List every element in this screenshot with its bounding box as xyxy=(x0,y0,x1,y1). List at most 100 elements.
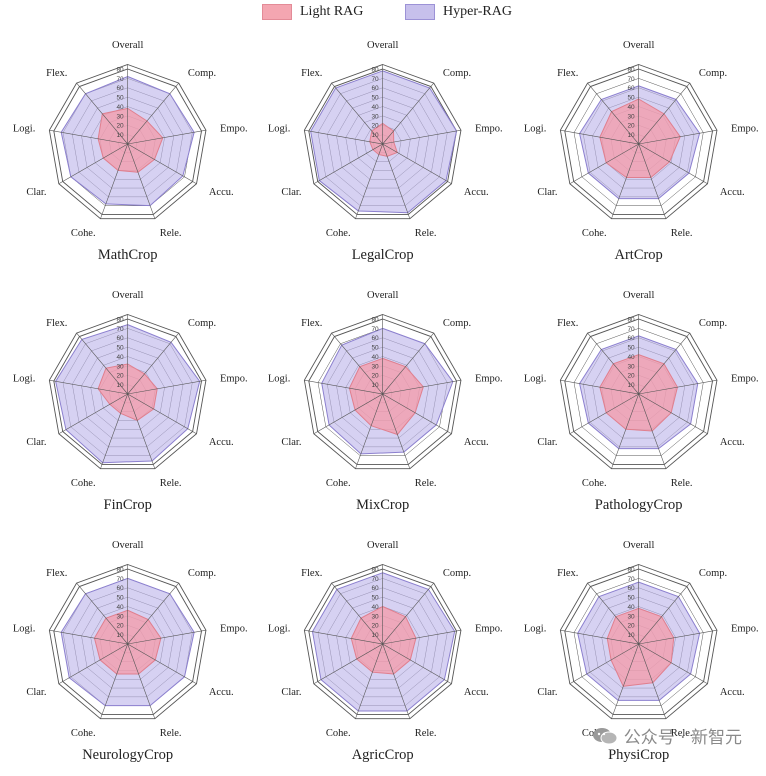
spoke-clar xyxy=(569,143,639,185)
spoke-accu xyxy=(127,143,197,185)
spoke-cohe xyxy=(100,393,128,469)
radar-chart-mathcrop: 10 20 30 40 50 60 70 80 Overall Comp. Empo. Accu. Re… xyxy=(13,40,248,263)
axis-label-rele: Rele. xyxy=(415,228,437,239)
tick-label-10: 10 xyxy=(372,632,380,639)
axis-label-comp: Comp. xyxy=(188,68,216,79)
tick-label-60: 60 xyxy=(627,585,635,592)
axis-label-rele: Rele. xyxy=(160,478,182,489)
spoke-rele xyxy=(127,393,156,469)
spoke-rele xyxy=(638,143,666,219)
tick-label-50: 50 xyxy=(627,95,635,102)
tick-label-20: 20 xyxy=(372,623,380,630)
axis-label-logi: Logi. xyxy=(13,624,35,635)
grid-ring-80 xyxy=(308,568,458,715)
axis-label-comp: Comp. xyxy=(188,568,216,579)
tick-label-70: 70 xyxy=(627,76,635,83)
tick-label-50: 50 xyxy=(627,595,635,602)
spoke-cohe xyxy=(100,143,128,219)
axis-label-cohe: Cohe. xyxy=(326,728,351,739)
chart-title: LegalCrop xyxy=(352,247,414,263)
tick-label-30: 30 xyxy=(116,113,124,120)
axis-label-rele: Rele. xyxy=(415,728,437,739)
tick-label-70: 70 xyxy=(372,326,380,333)
spoke-clar xyxy=(58,643,128,685)
axis-label-logi: Logi. xyxy=(268,624,290,635)
radar-chart-physicrop: 10 20 30 40 50 60 70 80 Overall Comp. Empo. Accu. Re… xyxy=(524,540,759,763)
axis-label-logi: Logi. xyxy=(13,124,35,135)
chart-title: AgricCrop xyxy=(352,747,414,763)
spoke-flex xyxy=(331,582,384,645)
axis-label-empo: Empo. xyxy=(220,124,248,135)
spoke-empo xyxy=(382,629,462,645)
axis-label-empo: Empo. xyxy=(731,624,759,635)
radar-chart-agriccrop: 10 20 30 40 50 60 70 80 Overall Comp. Empo. Accu. Re… xyxy=(268,540,503,763)
spoke-cohe xyxy=(355,643,384,719)
axis-label-accu: Accu. xyxy=(209,687,234,698)
radar-chart-grid: 10 20 30 40 50 60 70 80 Overall Comp. Empo. Accu. Re… xyxy=(0,26,766,766)
axis-label-empo: Empo. xyxy=(220,624,248,635)
outer-frame xyxy=(48,64,207,220)
spoke-clar xyxy=(313,393,384,435)
tick-label-10: 10 xyxy=(116,382,124,389)
spoke-comp xyxy=(382,82,435,145)
spoke-flex xyxy=(586,582,639,645)
spoke-accu xyxy=(382,643,452,685)
legend-label-hyper-rag: Hyper-RAG xyxy=(443,4,512,19)
spoke-clar xyxy=(58,393,128,435)
axis-label-clar: Clar. xyxy=(537,437,557,448)
grid-ring-80 xyxy=(53,568,202,715)
spoke-rele xyxy=(382,643,411,719)
spoke-rele xyxy=(127,143,156,219)
axis-label-empo: Empo. xyxy=(475,624,503,635)
grid-ring-80 xyxy=(563,318,713,465)
tick-label-40: 40 xyxy=(372,354,380,361)
tick-label-80: 80 xyxy=(116,67,124,74)
axis-label-flex: Flex. xyxy=(46,318,67,329)
spoke-cohe xyxy=(100,643,128,719)
chart-title: FinCrop xyxy=(104,497,152,513)
grid-ring-80 xyxy=(308,318,458,465)
axis-label-clar: Clar. xyxy=(26,187,46,198)
grid-ring-70 xyxy=(573,328,704,456)
tick-label-50: 50 xyxy=(116,345,124,352)
spoke-comp xyxy=(638,582,690,645)
axis-label-rele: Rele. xyxy=(670,728,692,739)
tick-label-70: 70 xyxy=(372,576,380,583)
tick-label-20: 20 xyxy=(116,123,124,130)
grid-ring-80 xyxy=(308,68,458,215)
axis-label-flex: Flex. xyxy=(301,568,322,579)
tick-label-60: 60 xyxy=(372,335,380,342)
spoke-clar xyxy=(313,643,384,685)
tick-label-30: 30 xyxy=(627,613,635,620)
axis-label-flex: Flex. xyxy=(301,318,322,329)
tick-label-80: 80 xyxy=(627,567,635,574)
spoke-cohe xyxy=(610,643,639,719)
spoke-comp xyxy=(638,332,690,395)
axis-label-overall: Overall xyxy=(367,540,399,551)
spoke-comp xyxy=(127,82,179,145)
tick-label-80: 80 xyxy=(627,67,635,74)
tick-label-10: 10 xyxy=(627,632,635,639)
spoke-logi xyxy=(49,629,128,645)
tick-label-70: 70 xyxy=(116,76,124,83)
tick-label-40: 40 xyxy=(627,604,635,611)
axis-label-empo: Empo. xyxy=(731,124,759,135)
axis-label-logi: Logi. xyxy=(268,374,290,385)
axis-label-comp: Comp. xyxy=(443,68,471,79)
axis-label-accu: Accu. xyxy=(464,687,489,698)
axis-label-comp: Comp. xyxy=(699,568,727,579)
tick-label-10: 10 xyxy=(627,382,635,389)
axis-label-cohe: Cohe. xyxy=(71,478,96,489)
tick-label-40: 40 xyxy=(116,104,124,111)
tick-label-80: 80 xyxy=(372,567,380,574)
spoke-cohe xyxy=(355,393,384,469)
chart-title: ArtCrop xyxy=(614,247,662,263)
tick-label-40: 40 xyxy=(116,354,124,361)
spoke-logi xyxy=(304,129,384,145)
spoke-logi xyxy=(304,629,384,645)
spoke-rele xyxy=(638,643,666,719)
axis-label-rele: Rele. xyxy=(415,478,437,489)
spoke-logi xyxy=(559,379,639,395)
tick-label-80: 80 xyxy=(116,567,124,574)
axis-label-rele: Rele. xyxy=(670,228,692,239)
